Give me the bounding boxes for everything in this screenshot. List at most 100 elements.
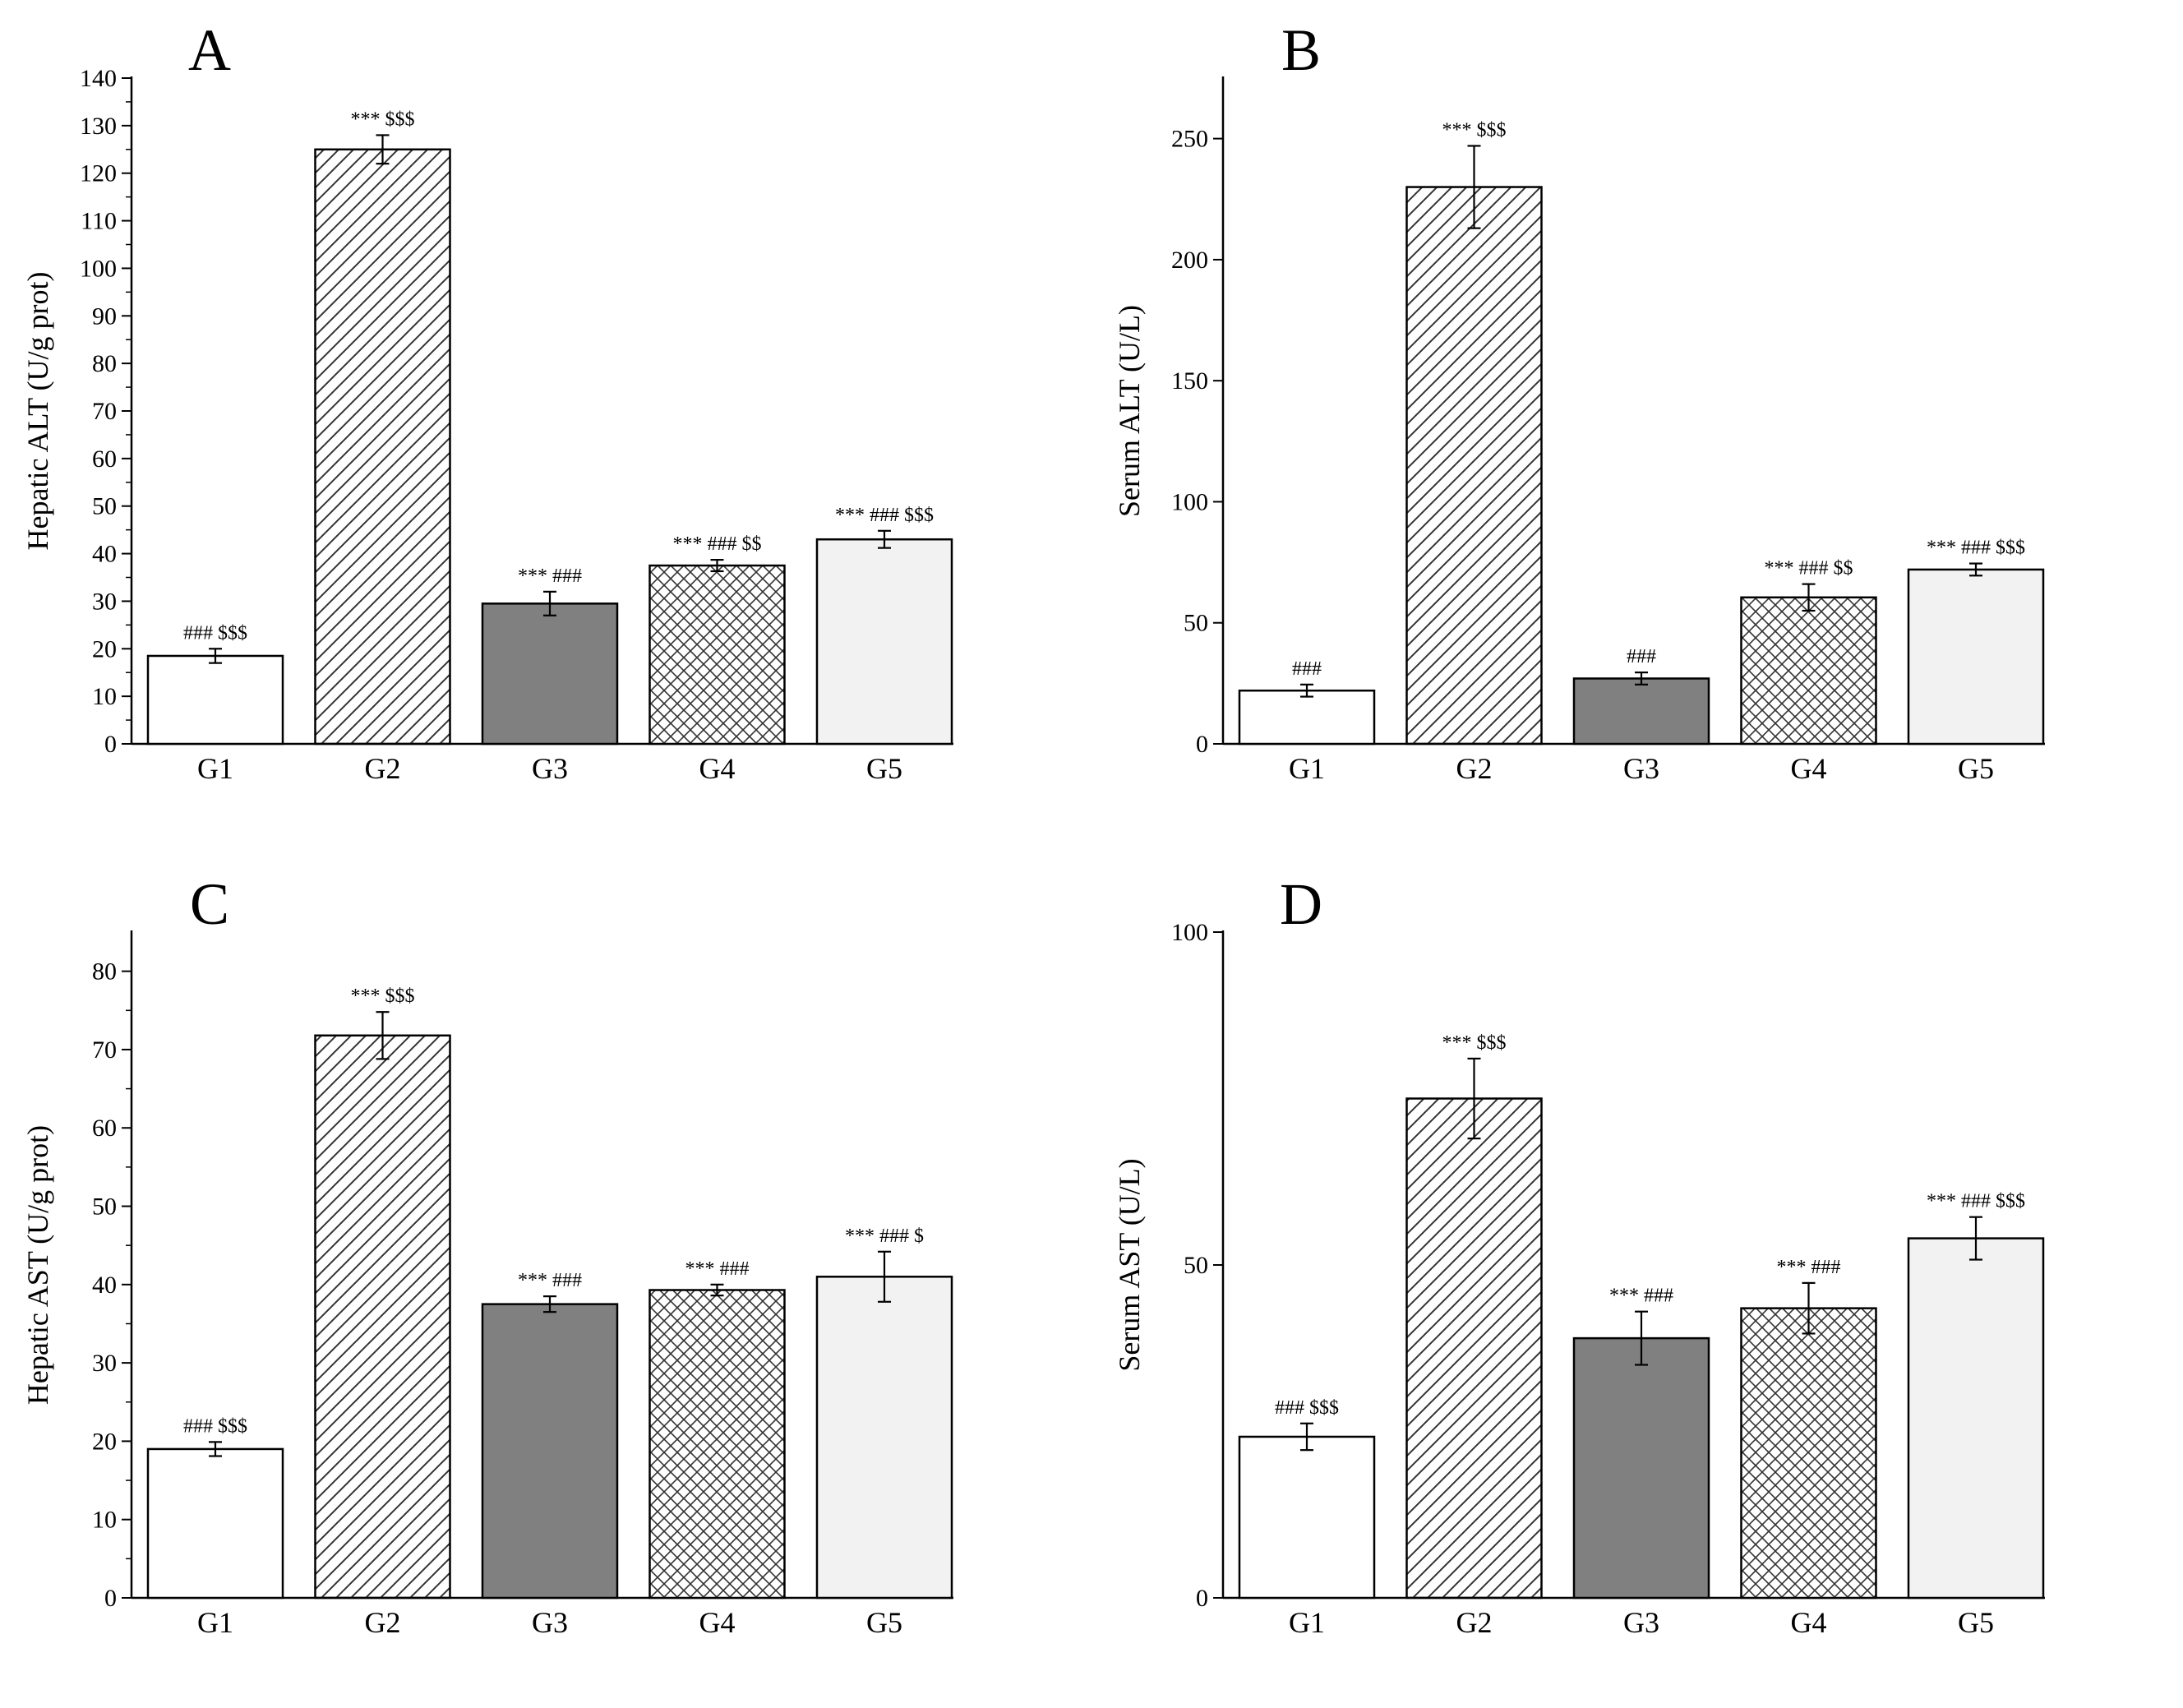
y-tick-label: 20	[92, 1428, 117, 1455]
bar-g4	[648, 564, 786, 746]
x-tick-label: G4	[699, 1606, 736, 1639]
y-axis-label: Serum AST (U/L)	[1113, 1158, 1146, 1371]
y-tick-label: 0	[1196, 1585, 1208, 1612]
error-bar	[543, 590, 556, 616]
bar-g3	[1572, 677, 1710, 746]
bar-g1	[1238, 1435, 1376, 1600]
y-tick-label: 0	[1196, 731, 1208, 758]
bar-g3	[481, 1303, 619, 1600]
x-tick-label: G5	[1958, 1606, 1994, 1639]
panel-label: D	[1280, 871, 1322, 937]
error-bar	[1969, 1216, 1982, 1261]
error-bar	[1467, 1057, 1481, 1140]
error-bar	[543, 1295, 556, 1313]
error-bar	[1467, 145, 1481, 229]
y-tick-label: 30	[92, 588, 117, 615]
chart-serum-alt: B Serum ALT (U/L) 0 50 100 150 200 250 ### G1 *** …	[1113, 17, 2045, 785]
y-tick-label: 50	[1184, 1252, 1208, 1279]
significance-label: *** $$$	[1442, 119, 1507, 141]
panel-label: C	[190, 871, 229, 937]
significance-label: *** ###	[685, 1258, 750, 1280]
y-axis-label: Hepatic ALT (U/g prot)	[21, 272, 54, 551]
x-tick-label: G1	[1289, 1606, 1325, 1639]
bar-g5	[815, 1276, 953, 1600]
bar-g2	[1405, 1097, 1543, 1600]
y-tick-label: 110	[81, 208, 117, 235]
x-tick-label: G2	[365, 752, 401, 785]
x-tick-label: G1	[1289, 752, 1325, 785]
bar-g5	[1907, 568, 2045, 746]
chart-hepatic-alt: A Hepatic ALT (U/g prot) 0 10 20 30 40 50 60 70 80…	[21, 17, 953, 785]
y-axis-label: Serum ALT (U/L)	[1113, 305, 1146, 517]
y-tick-label: 10	[92, 683, 117, 710]
bar-g1	[146, 654, 284, 746]
error-bar	[1635, 672, 1648, 686]
y-tick-label: 0	[104, 731, 117, 758]
y-tick-label: 70	[92, 1036, 117, 1064]
chart-serum-ast: D Serum AST (U/L) 0 50 100 ### $$$ G1 *** $$$ G2…	[1113, 871, 2045, 1639]
panel-d: D Serum AST (U/L) 0 50 100 ### $$$ G1 *** $$$ G2…	[1092, 854, 2183, 1708]
error-bar	[710, 558, 724, 573]
y-tick-label: 130	[80, 113, 117, 140]
significance-label: *** $$$	[351, 108, 415, 130]
panel-c: C Hepatic AST (U/g prot) 0 10 20 30 40 50 60 70 80…	[0, 854, 1092, 1708]
error-bar	[1635, 1310, 1648, 1366]
x-tick-label: G2	[365, 1606, 401, 1639]
y-tick-label: 40	[92, 1272, 117, 1299]
x-tick-label: G3	[532, 1606, 568, 1639]
x-tick-label: G3	[1623, 752, 1659, 785]
significance-label: *** ### $$	[1765, 558, 1853, 579]
y-tick-label: 250	[1171, 126, 1208, 153]
significance-label: ###	[1292, 658, 1322, 680]
significance-label: *** ### $$$	[1927, 538, 2025, 559]
y-tick-label: 150	[1171, 367, 1208, 395]
x-tick-label: G2	[1456, 1606, 1493, 1639]
y-tick-label: 140	[80, 65, 117, 92]
error-bar	[376, 1011, 390, 1060]
panel-b: B Serum ALT (U/L) 0 50 100 150 200 250 ### G1 *** …	[1092, 0, 2183, 854]
x-tick-label: G1	[197, 1606, 233, 1639]
y-tick-label: 70	[92, 398, 117, 425]
error-bar	[1802, 1281, 1816, 1335]
panel-label: A	[188, 17, 231, 83]
significance-label: *** ### $$	[673, 533, 762, 555]
bar-g2	[314, 1034, 451, 1600]
x-tick-label: G4	[1791, 1606, 1827, 1639]
y-tick-label: 50	[92, 1193, 117, 1221]
significance-label: ### $$$	[183, 1415, 247, 1437]
x-tick-label: G3	[532, 752, 568, 785]
significance-label: *** ###	[1777, 1257, 1841, 1278]
y-tick-label: 0	[104, 1585, 117, 1612]
significance-label: *** ### $$$	[835, 505, 934, 526]
y-tick-label: 100	[1171, 488, 1208, 515]
y-tick-label: 60	[92, 445, 117, 473]
y-tick-label: 20	[92, 635, 117, 662]
significance-label: ### $$$	[1275, 1397, 1339, 1419]
y-tick-label: 200	[1171, 247, 1208, 274]
significance-label: ### $$$	[183, 622, 247, 644]
x-tick-label: G4	[699, 752, 736, 785]
x-tick-label: G2	[1456, 752, 1493, 785]
y-tick-label: 10	[92, 1507, 117, 1534]
y-tick-label: 30	[92, 1350, 117, 1377]
significance-label: *** ### $	[845, 1226, 924, 1247]
bar-g5	[1907, 1237, 2045, 1600]
y-tick-label: 80	[92, 958, 117, 986]
x-tick-label: G4	[1791, 752, 1827, 785]
x-tick-label: G5	[866, 1606, 902, 1639]
bar-g2	[314, 148, 451, 746]
significance-label: *** ###	[518, 565, 582, 587]
bar-g1	[146, 1447, 284, 1600]
error-bar	[209, 1441, 222, 1457]
error-bar	[878, 1250, 891, 1303]
bar-g4	[1740, 596, 1877, 746]
significance-label: *** ###	[518, 1270, 582, 1291]
x-tick-label: G5	[1958, 752, 1994, 785]
chart-hepatic-ast: C Hepatic AST (U/g prot) 0 10 20 30 40 50 60 70 80…	[21, 871, 953, 1639]
bar-g5	[815, 538, 953, 746]
bar-g4	[648, 1289, 786, 1600]
y-tick-label: 50	[92, 493, 117, 520]
significance-label: *** $$$	[351, 986, 415, 1007]
y-tick-label: 50	[1184, 610, 1208, 637]
significance-label: *** ### $$$	[1927, 1191, 2025, 1212]
